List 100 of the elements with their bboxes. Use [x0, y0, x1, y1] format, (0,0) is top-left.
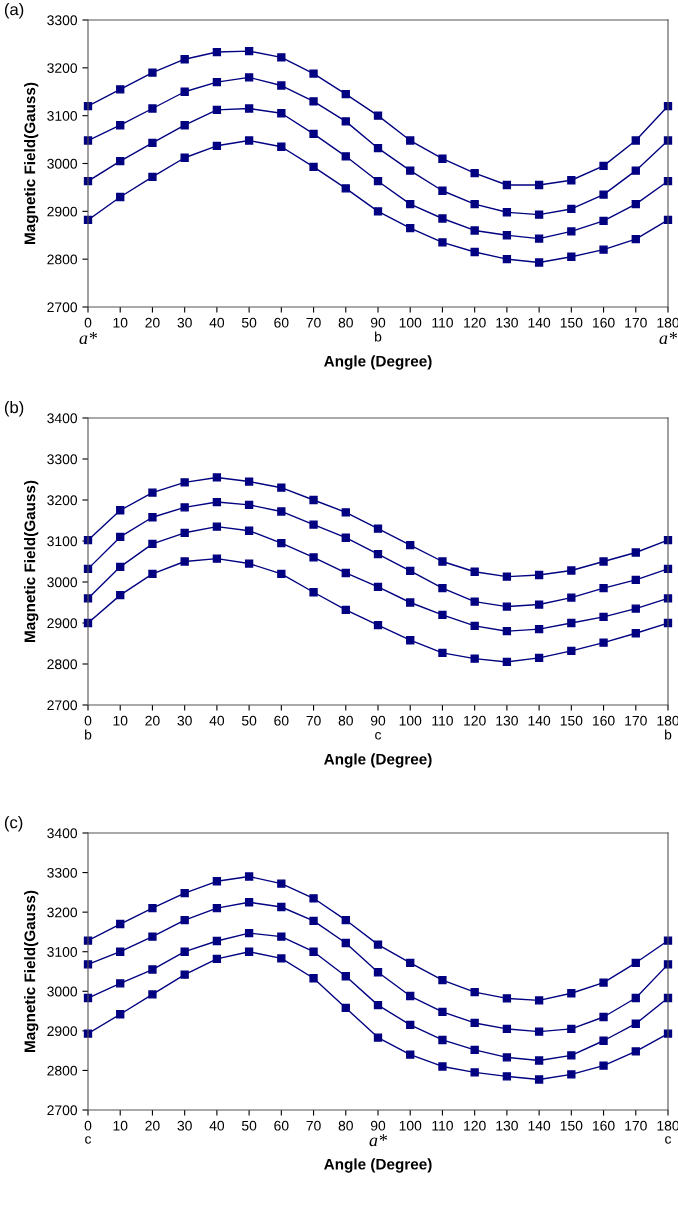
x-tick-label: 10 [113, 317, 128, 328]
point [212, 473, 222, 482]
point [277, 53, 286, 62]
x-tick-label: 130 [496, 715, 518, 726]
point [470, 226, 479, 235]
point [309, 162, 318, 172]
x-tick-label: 30 [177, 317, 192, 328]
point [373, 1033, 383, 1042]
x-tick-label: 40 [209, 1120, 225, 1131]
point [116, 979, 125, 988]
point [534, 1056, 544, 1065]
x-tick-label: 60 [274, 1120, 289, 1131]
point [502, 627, 512, 636]
point [373, 549, 383, 559]
y-tick-label: 3000 [47, 158, 78, 169]
point [116, 532, 125, 542]
y-tick-label: 3000 [47, 577, 78, 588]
point [341, 89, 350, 99]
x-tick-label: 30 [177, 715, 192, 726]
point [148, 965, 157, 974]
point [406, 540, 415, 550]
point [212, 877, 222, 886]
point [341, 605, 350, 615]
point [341, 184, 350, 193]
point [534, 624, 544, 634]
point [534, 180, 544, 190]
point [244, 872, 254, 881]
point [309, 129, 318, 139]
point [148, 569, 157, 578]
point [341, 938, 350, 948]
point [180, 528, 189, 537]
point [277, 569, 286, 578]
point [277, 507, 286, 516]
x-tick-label: 120 [464, 317, 486, 328]
point [599, 161, 608, 171]
point [631, 604, 640, 613]
point [534, 996, 544, 1005]
x-tick-label: 70 [306, 317, 321, 328]
point [341, 508, 350, 517]
point [631, 548, 640, 557]
point [631, 575, 640, 585]
x-tick-label: 150 [560, 715, 583, 726]
x-tick-label: 90 [370, 317, 386, 328]
point [373, 111, 383, 120]
point [373, 177, 383, 186]
point [148, 172, 157, 182]
x-tick-label: 150 [560, 1120, 583, 1131]
point [470, 1018, 479, 1028]
x-tick-label: 50 [241, 715, 257, 726]
x-tick-label: 70 [306, 1120, 321, 1131]
point [180, 557, 189, 566]
y-tick-label: 3200 [47, 495, 78, 506]
point [341, 533, 350, 542]
point [438, 648, 447, 658]
point [470, 199, 479, 209]
point [599, 978, 608, 987]
x-tick-label: 10 [113, 1120, 128, 1131]
point [406, 166, 415, 175]
point [148, 990, 157, 999]
y-tick-label: 3100 [47, 947, 78, 957]
x-tick-label: 80 [338, 317, 353, 328]
point [567, 204, 576, 214]
point [406, 1050, 415, 1059]
point [406, 136, 415, 145]
point [470, 621, 479, 631]
point [567, 989, 576, 998]
point [373, 968, 383, 977]
point [309, 974, 318, 983]
point [180, 121, 189, 130]
point [534, 653, 544, 663]
point [438, 1007, 447, 1017]
point [438, 1035, 447, 1045]
point [599, 612, 608, 622]
point [244, 477, 254, 486]
y-axis-title: Magnetic Field(Gauss) [24, 82, 39, 244]
x-tick-label: 70 [306, 715, 321, 726]
point [631, 136, 640, 145]
point [470, 168, 479, 178]
y-tick-label: 3200 [47, 63, 78, 73]
y-axis-title: Magnetic Field(Gauss) [24, 480, 39, 642]
point [438, 610, 447, 619]
point [148, 104, 157, 113]
point [502, 254, 512, 264]
point [567, 1024, 576, 1034]
point [341, 568, 350, 578]
point [534, 570, 544, 580]
chart-title: (c) [4, 816, 23, 832]
point [212, 936, 222, 946]
point [373, 144, 383, 153]
x-tick-label: 80 [338, 715, 353, 726]
point [244, 73, 254, 82]
point [599, 245, 608, 254]
text: a* [79, 332, 98, 345]
point [373, 1000, 383, 1010]
point [341, 915, 350, 925]
point [309, 69, 318, 78]
point [502, 602, 512, 611]
point [212, 497, 222, 507]
x-tick-label: 20 [145, 1120, 160, 1131]
point [180, 153, 189, 162]
